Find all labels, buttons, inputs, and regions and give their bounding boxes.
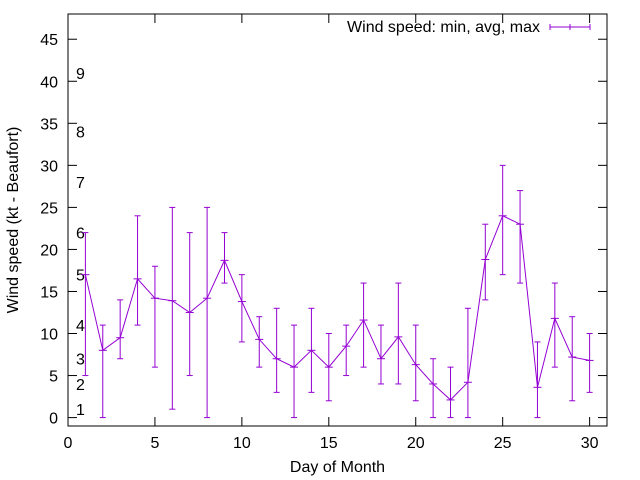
beaufort-label: 8 [76, 125, 85, 142]
x-axis-ticks: 0 5 10 15 20 25 30 [64, 14, 599, 452]
x-tick-label: 20 [407, 435, 425, 452]
x-tick-label: 10 [233, 435, 251, 452]
x-axis-label: Day of Month [290, 459, 385, 476]
error-bars [81, 164, 594, 419]
y-tick-label: 30 [40, 158, 58, 175]
y-tick-label: 40 [40, 74, 58, 91]
y-tick-label: 0 [49, 411, 58, 428]
beaufort-label: 3 [76, 352, 85, 369]
y-tick-label: 10 [40, 327, 58, 344]
beaufort-label: 2 [76, 377, 85, 394]
y-tick-label: 5 [49, 369, 58, 386]
x-tick-label: 15 [320, 435, 338, 452]
y-axis-label: Wind speed (kt - Beaufort) [5, 127, 22, 314]
x-tick-label: 0 [64, 435, 73, 452]
y-tick-label: 25 [40, 200, 58, 217]
y-tick-label: 35 [40, 116, 58, 133]
y-tick-label: 20 [40, 242, 58, 259]
beaufort-label: 9 [76, 66, 85, 83]
legend: Wind speed: min, avg, max [347, 19, 591, 36]
beaufort-label: 6 [76, 226, 85, 243]
beaufort-label: 1 [76, 402, 85, 419]
x-tick-label: 30 [581, 435, 599, 452]
y-tick-label: 45 [40, 32, 58, 49]
series-line-avg [84, 215, 590, 401]
beaufort-label: 4 [76, 318, 85, 335]
plot-border [67, 13, 608, 427]
legend-entry-label: Wind speed: min, avg, max [347, 19, 540, 36]
x-tick-label: 25 [494, 435, 512, 452]
beaufort-scale-labels: 1 2 3 4 5 6 7 8 9 [76, 66, 85, 419]
beaufort-label: 5 [76, 268, 85, 285]
y-tick-label: 15 [40, 284, 58, 301]
x-tick-label: 5 [150, 435, 159, 452]
beaufort-label: 7 [76, 175, 85, 192]
